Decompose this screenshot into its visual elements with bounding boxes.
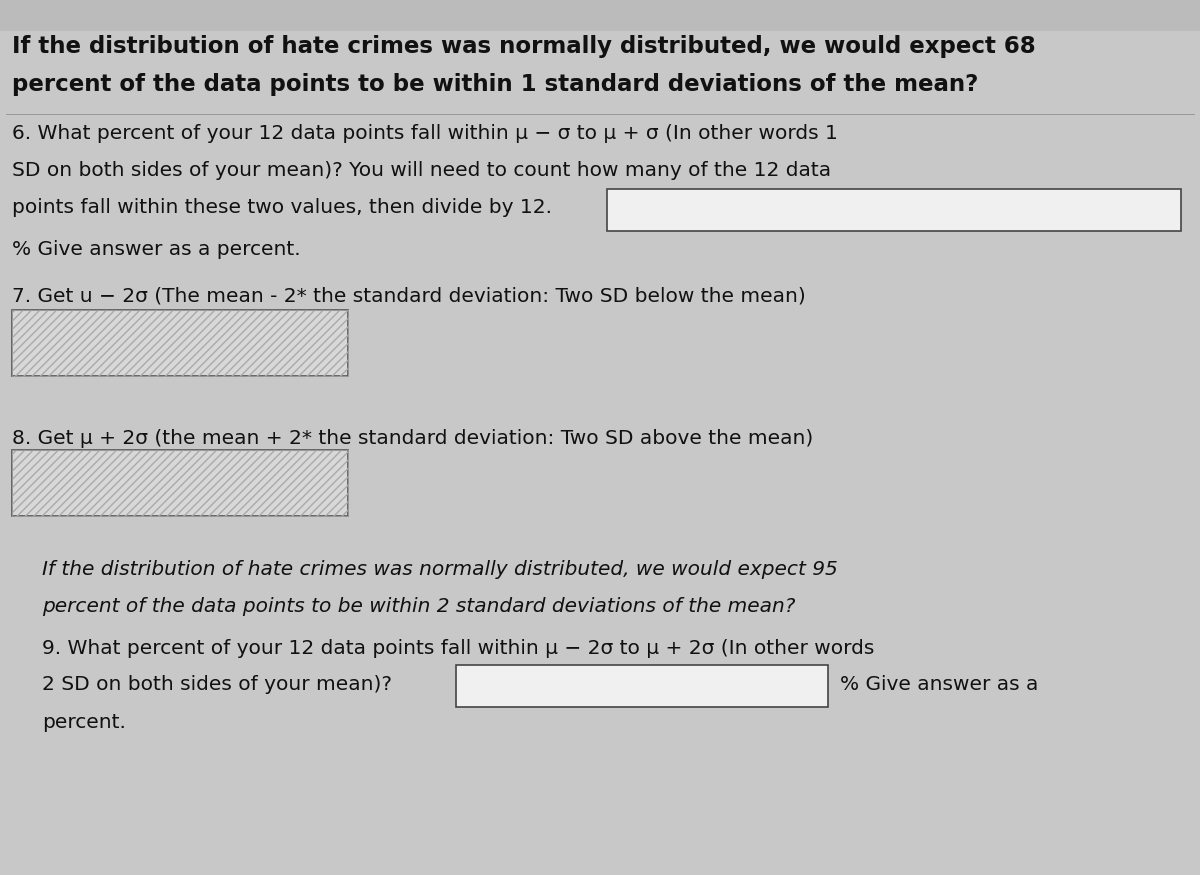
Text: SD on both sides of your mean)? You will need to count how many of the 12 data: SD on both sides of your mean)? You will… [12, 161, 832, 180]
Bar [12, 450, 348, 516]
Text: If the distribution of hate crimes was normally distributed, we would expect 95: If the distribution of hate crimes was n… [42, 560, 838, 579]
Bar [456, 665, 828, 707]
Text: points fall within these two values, then divide by 12.: points fall within these two values, the… [12, 198, 552, 217]
Text: percent.: percent. [42, 713, 126, 732]
Bar [12, 310, 348, 376]
Text: 6. What percent of your 12 data points fall within μ − σ to μ + σ (In other word: 6. What percent of your 12 data points f… [12, 124, 838, 144]
Text: % Give answer as a percent.: % Give answer as a percent. [12, 240, 301, 259]
Text: percent of the data points to be within 1 standard deviations of the mean?: percent of the data points to be within … [12, 74, 978, 96]
Bar [12, 310, 348, 376]
Text: percent of the data points to be within 2 standard deviations of the mean?: percent of the data points to be within … [42, 597, 796, 616]
Text: % Give answer as a: % Give answer as a [840, 676, 1038, 695]
Text: If the distribution of hate crimes was normally distributed, we would expect 68: If the distribution of hate crimes was n… [12, 35, 1036, 58]
Bar [607, 189, 1181, 231]
Text: 7. Get u − 2σ (The mean - 2* the standard deviation: Two SD below the mean): 7. Get u − 2σ (The mean - 2* the standar… [12, 287, 805, 306]
Text: 9. What percent of your 12 data points fall within μ − 2σ to μ + 2σ (In other wo: 9. What percent of your 12 data points f… [42, 639, 875, 658]
Text: 2 SD on both sides of your mean)?: 2 SD on both sides of your mean)? [42, 676, 392, 695]
Bar [0, 0, 1200, 31]
Bar [12, 450, 348, 516]
Text: 8. Get μ + 2σ (the mean + 2* the standard deviation: Two SD above the mean): 8. Get μ + 2σ (the mean + 2* the standar… [12, 429, 814, 448]
